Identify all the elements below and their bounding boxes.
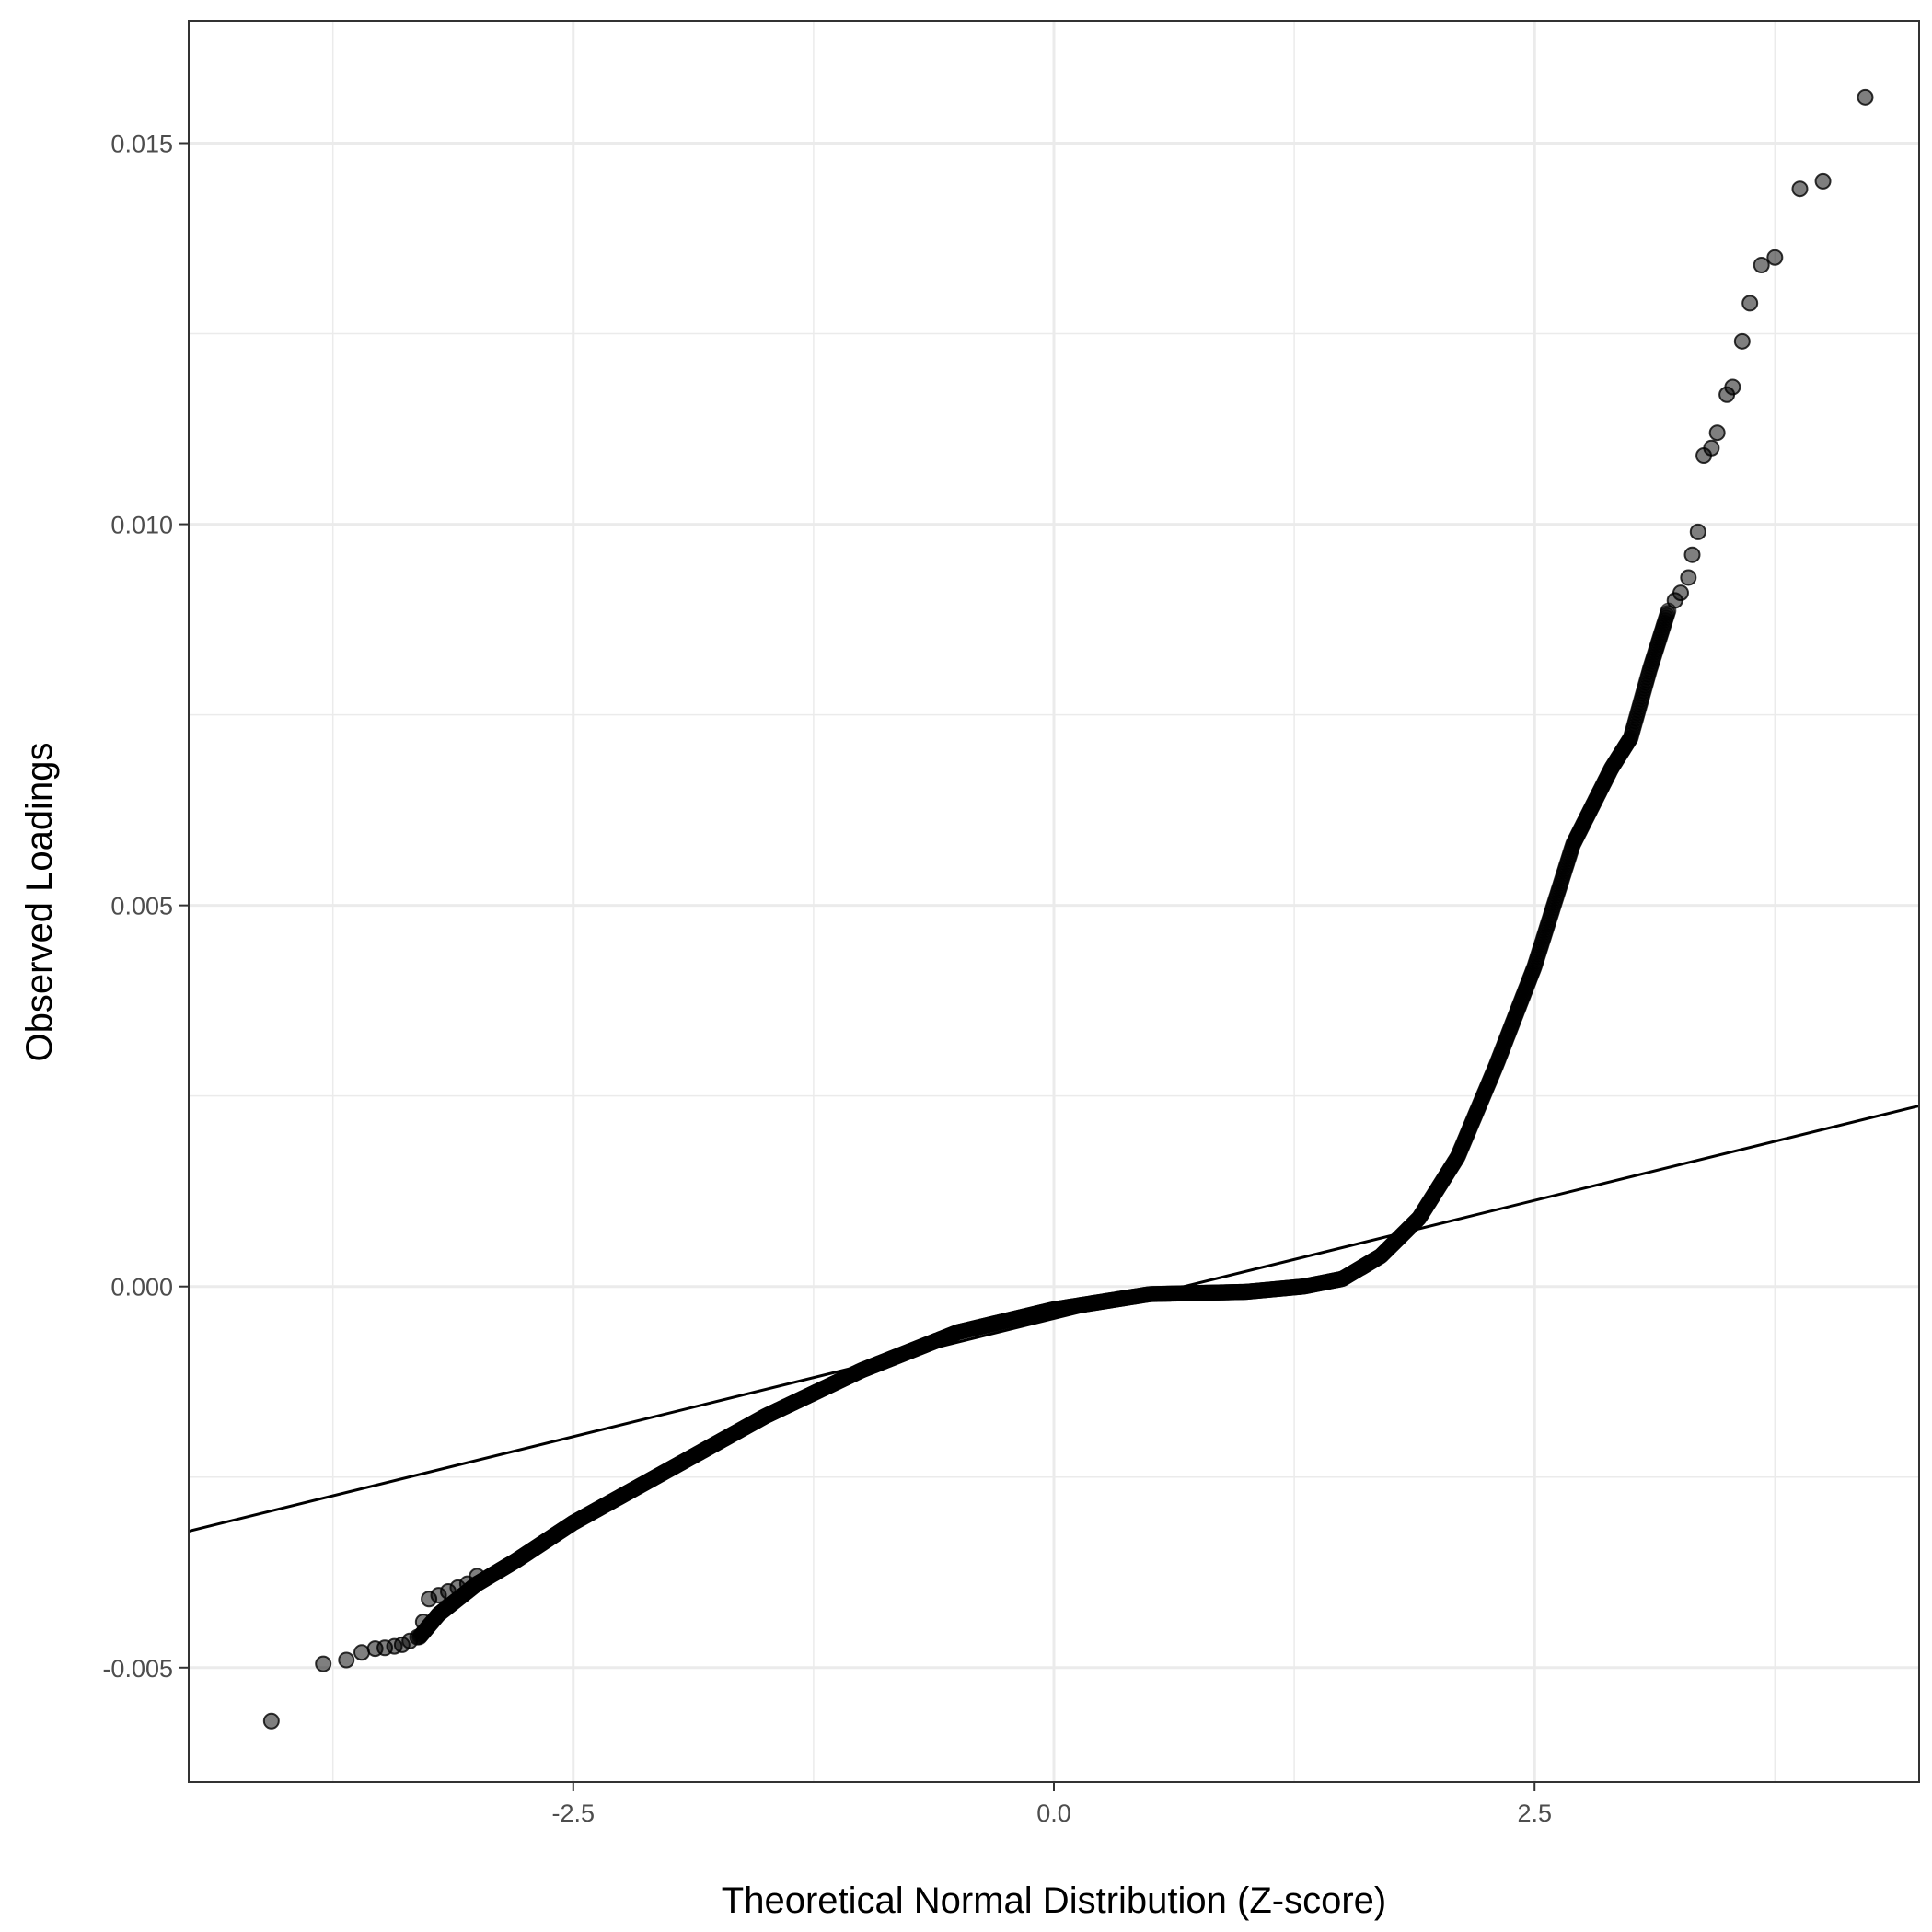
data-point — [315, 1655, 332, 1672]
data-point — [1703, 439, 1720, 457]
y-axis: -0.005 0.000 0.005 0.010 0.015 — [102, 131, 189, 1683]
data-point — [414, 1614, 432, 1631]
data-points — [262, 88, 1874, 1730]
x-axis: -2.5 0.0 2.5 — [552, 1782, 1552, 1827]
data-point — [1708, 424, 1726, 442]
y-tick-label: 0.000 — [110, 1274, 173, 1301]
data-point — [1672, 584, 1689, 602]
data-point — [1680, 569, 1697, 586]
y-tick-label: 0.005 — [110, 893, 173, 920]
reference-line — [188, 1104, 1920, 1533]
x-tick-label: 2.5 — [1517, 1799, 1552, 1827]
y-tick-label: 0.015 — [110, 131, 173, 158]
data-point — [1724, 378, 1741, 396]
data-point — [1791, 180, 1809, 198]
data-point — [469, 1568, 486, 1585]
x-tick-label: -2.5 — [552, 1799, 596, 1827]
data-point — [1741, 295, 1759, 312]
data-point — [1683, 546, 1701, 563]
data-point — [1733, 332, 1751, 350]
grid-major — [189, 21, 1919, 1782]
y-tick-label: -0.005 — [102, 1655, 173, 1683]
data-point — [1689, 523, 1706, 540]
x-axis-title: Theoretical Normal Distribution (Z-score… — [722, 1880, 1386, 1921]
data-point — [409, 1628, 426, 1646]
data-point — [1766, 249, 1784, 266]
y-axis-title: Observed Loadings — [19, 743, 60, 1062]
data-point — [1857, 88, 1874, 106]
y-tick-label: 0.010 — [110, 512, 173, 539]
data-point — [262, 1712, 280, 1730]
data-point — [1753, 257, 1770, 274]
data-point — [338, 1651, 355, 1669]
x-tick-label: 0.0 — [1036, 1799, 1071, 1827]
data-point — [353, 1644, 370, 1661]
data-point — [1814, 172, 1832, 190]
